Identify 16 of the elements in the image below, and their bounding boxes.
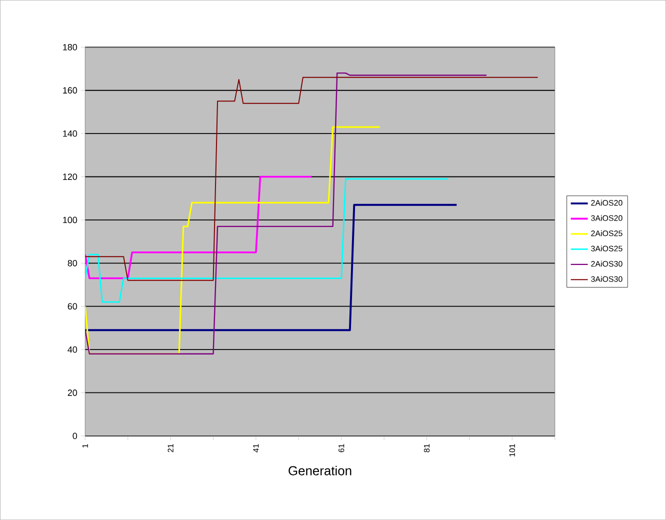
line-series xyxy=(85,178,449,303)
y-tick-label: 140 xyxy=(63,130,78,137)
line-series xyxy=(85,176,312,280)
line-series xyxy=(85,72,488,354)
y-tick-label: 80 xyxy=(68,260,78,266)
y-tick-label: 40 xyxy=(68,346,78,353)
y-tick-label: 180 xyxy=(63,44,78,50)
y-tick-label: 60 xyxy=(68,303,78,310)
y-tick-label: 100 xyxy=(63,216,78,224)
y-tick-label: 20 xyxy=(68,390,78,396)
y-tick-label: 0 xyxy=(72,432,78,440)
x-axis-title: Generation xyxy=(288,466,352,476)
line-series xyxy=(85,126,381,355)
y-tick-label: 120 xyxy=(63,174,78,180)
line-series xyxy=(85,76,538,281)
y-tick-label: 160 xyxy=(63,87,78,94)
